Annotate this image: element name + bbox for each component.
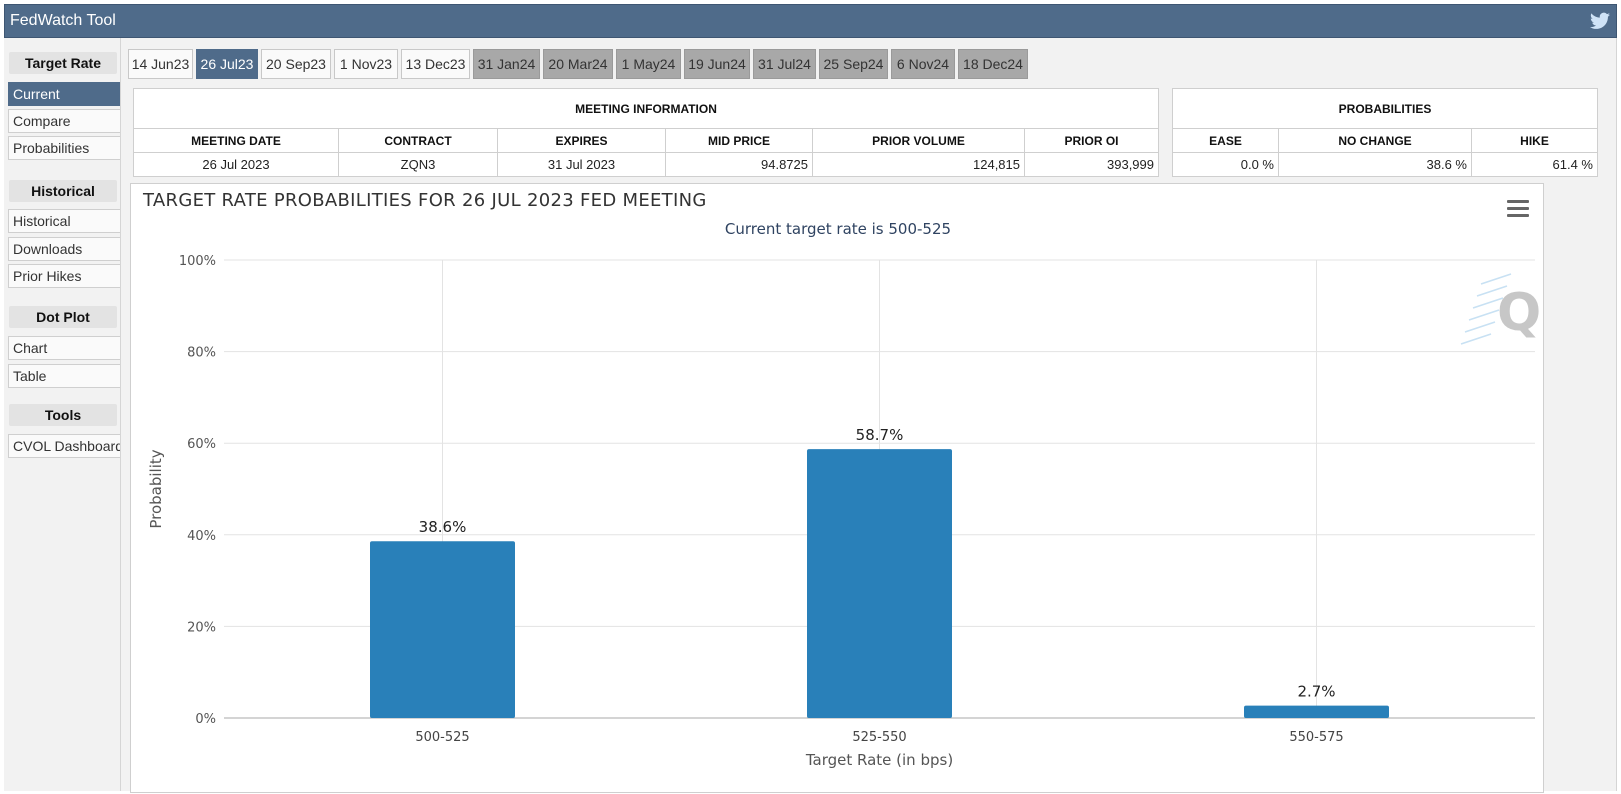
no-change-value: 38.6 % <box>1278 152 1472 177</box>
bar-550-575 <box>1244 705 1389 718</box>
q-logo-icon: Q <box>1460 273 1541 345</box>
hike-value: 61.4 % <box>1471 152 1598 177</box>
x-tick-label: 500-525 <box>415 730 469 745</box>
tab-31-jan24[interactable]: 31 Jan24 <box>473 49 540 79</box>
x-tick-label: 525-550 <box>852 730 906 745</box>
col-ease: EASE <box>1172 128 1279 153</box>
hamburger-menu-icon[interactable] <box>1507 200 1529 218</box>
tab-31-jul24[interactable]: 31 Jul24 <box>753 49 816 79</box>
probabilities-table: PROBABILITIES EASE NO CHANGE HIKE 0.0 % … <box>1172 88 1598 177</box>
svg-text:Q: Q <box>1497 283 1541 343</box>
app-title-bar: FedWatch Tool <box>4 4 1617 38</box>
contract-value: ZQN3 <box>338 152 498 177</box>
col-expires: EXPIRES <box>497 128 666 153</box>
ease-value: 0.0 % <box>1172 152 1279 177</box>
tab-1-may24[interactable]: 1 May24 <box>616 49 681 79</box>
bar-chart: 0% 20% 40% 60% 80% 100% 38.6% 500-525 58.7% 525-5… <box>147 254 1541 769</box>
col-no-change: NO CHANGE <box>1278 128 1472 153</box>
mid-price-value: 94.8725 <box>665 152 813 177</box>
tab-25-sep24[interactable]: 25 Sep24 <box>819 49 888 79</box>
sidebar-item-historical[interactable]: Historical <box>8 209 120 233</box>
tab-13-dec23[interactable]: 13 Dec23 <box>401 49 470 79</box>
y-tick-label: 0% <box>195 712 216 727</box>
sidebar-item-cvol-dashboard[interactable]: CVOL Dashboard <box>8 434 120 458</box>
col-contract: CONTRACT <box>338 128 498 153</box>
tab-19-jun24[interactable]: 19 Jun24 <box>684 49 750 79</box>
chart-title: TARGET RATE PROBABILITIES FOR 26 JUL 202… <box>143 190 707 211</box>
tab-1-nov23[interactable]: 1 Nov23 <box>334 49 398 79</box>
sidebar-item-downloads[interactable]: Downloads <box>8 237 120 261</box>
data-label: 2.7% <box>1297 683 1335 701</box>
tab-20-mar24[interactable]: 20 Mar24 <box>543 49 613 79</box>
sidebar-heading-dot-plot: Dot Plot <box>9 306 117 328</box>
bar-525-550 <box>807 449 952 718</box>
data-label: 38.6% <box>419 518 467 536</box>
expires-value: 31 Jul 2023 <box>497 152 666 177</box>
sidebar-heading-target-rate: Target Rate <box>9 52 117 74</box>
col-hike: HIKE <box>1471 128 1598 153</box>
sidebar-item-current[interactable]: Current <box>8 82 120 106</box>
y-tick-label: 20% <box>187 620 216 635</box>
y-tick-label: 60% <box>187 437 216 452</box>
col-prior-volume: PRIOR VOLUME <box>812 128 1025 153</box>
y-tick-label: 80% <box>187 346 216 361</box>
y-tick-label: 100% <box>179 254 216 269</box>
data-label: 58.7% <box>856 426 904 444</box>
col-mid-price: MID PRICE <box>665 128 813 153</box>
prior-volume-value: 124,815 <box>812 152 1025 177</box>
sidebar-heading-historical: Historical <box>9 180 117 202</box>
app-title: FedWatch Tool <box>10 12 116 29</box>
x-tick-label: 550-575 <box>1289 730 1343 745</box>
chart-container: TARGET RATE PROBABILITIES FOR 26 JUL 202… <box>130 183 1544 793</box>
sidebar-item-chart[interactable]: Chart <box>8 336 120 360</box>
prior-oi-value: 393,999 <box>1024 152 1159 177</box>
sidebar-item-probabilities[interactable]: Probabilities <box>8 136 120 160</box>
sidebar-item-table[interactable]: Table <box>8 364 120 388</box>
col-prior-oi: PRIOR OI <box>1024 128 1159 153</box>
y-tick-label: 40% <box>187 529 216 544</box>
y-axis-title: Probability <box>147 449 165 528</box>
meeting-date-value: 26 Jul 2023 <box>133 152 339 177</box>
tab-6-nov24[interactable]: 6 Nov24 <box>891 49 955 79</box>
tab-20-sep23[interactable]: 20 Sep23 <box>261 49 331 79</box>
twitter-icon[interactable] <box>1590 12 1610 30</box>
col-meeting-date: MEETING DATE <box>133 128 339 153</box>
meeting-info-table: MEETING INFORMATION MEETING DATE CONTRAC… <box>133 88 1159 177</box>
bar-500-525 <box>370 541 515 718</box>
x-axis-title: Target Rate (in bps) <box>805 751 953 769</box>
chart-subtitle: Current target rate is 500-525 <box>724 220 952 238</box>
probabilities-heading: PROBABILITIES <box>1172 88 1598 129</box>
sidebar-heading-tools: Tools <box>9 404 117 426</box>
sidebar-item-prior-hikes[interactable]: Prior Hikes <box>8 264 120 288</box>
tab-14-jun23[interactable]: 14 Jun23 <box>128 49 193 79</box>
meeting-info-heading: MEETING INFORMATION <box>133 88 1159 129</box>
tab-26-jul23[interactable]: 26 Jul23 <box>196 49 258 79</box>
tab-18-dec24[interactable]: 18 Dec24 <box>958 49 1028 79</box>
sidebar-item-compare[interactable]: Compare <box>8 109 120 133</box>
